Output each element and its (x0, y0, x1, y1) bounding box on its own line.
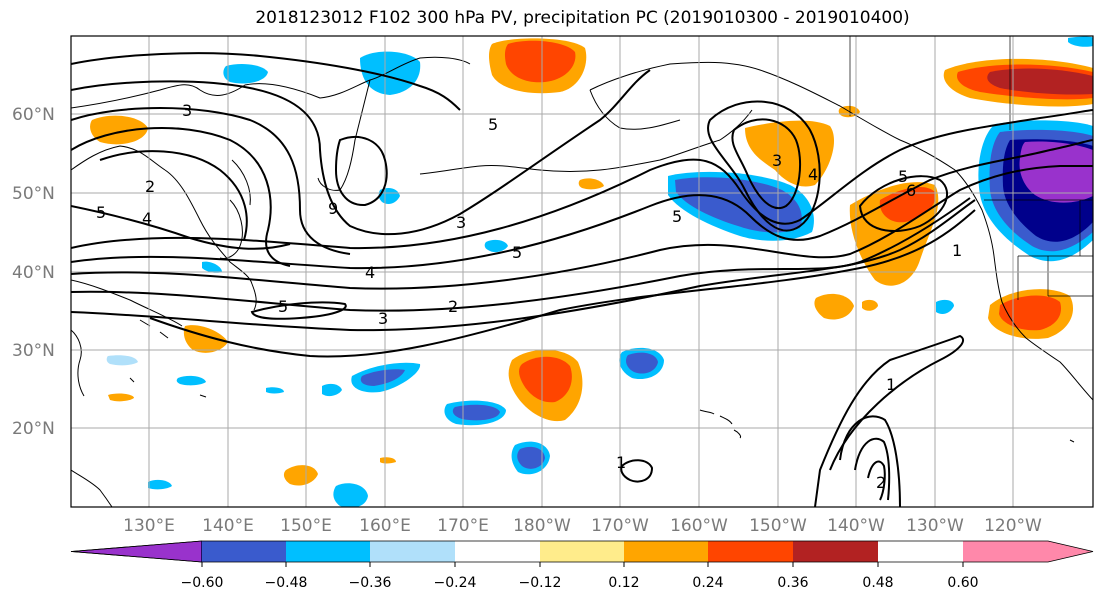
colorbar-tick-label: −0.24 (434, 575, 477, 591)
contour-label: 5 (672, 207, 682, 226)
lon-label: 160°E (359, 516, 411, 536)
colorbar-tick-label: −0.12 (519, 575, 562, 591)
contour-label: 3 (182, 101, 192, 120)
colorbar-cell (202, 541, 286, 562)
map-border (70, 35, 1094, 508)
colorbar-tick-label: −0.48 (265, 575, 308, 591)
colorbar-tick-label: 0.24 (692, 575, 723, 591)
gridlines (71, 36, 1093, 507)
colorbar-tick-label: 0.12 (608, 575, 639, 591)
contour-label: 6 (906, 181, 916, 200)
contour-label: 4 (365, 263, 375, 282)
lat-label: 30°N (12, 341, 55, 361)
pv-contours (71, 52, 1093, 507)
colorbar-tick-label: 0.60 (947, 575, 978, 591)
colorbar-ticks: −0.60 −0.48 −0.36 −0.24 −0.12 0.12 0.24 … (181, 575, 979, 591)
lon-label: 150°W (749, 516, 807, 536)
lon-label: 170°E (437, 516, 489, 536)
coastlines (71, 36, 1093, 507)
contour-label: 4 (142, 209, 152, 228)
lat-label: 40°N (12, 263, 55, 283)
contour-labels: 3 5 2 4 5 9 3 5 4 5 3 2 5 3 4 5 6 1 1 1 … (96, 101, 962, 492)
longitude-labels: 130°E 140°E 150°E 160°E 170°E 180°W 170°… (123, 516, 1042, 536)
contour-label: 4 (808, 165, 818, 184)
contour-label: 5 (278, 297, 288, 316)
colorbar-tick-label: −0.60 (181, 575, 224, 591)
colorbar-tick-label: 0.48 (862, 575, 893, 591)
colorbar (70, 540, 1094, 567)
colorbar-cell (540, 541, 624, 562)
contour-label: 1 (886, 375, 896, 394)
colorbar-cell (624, 541, 708, 562)
colorbar-cell (286, 541, 370, 562)
contour-label: 9 (328, 199, 338, 218)
colorbar-cell (708, 541, 793, 562)
contour-label: 2 (448, 297, 458, 316)
contour-label: 2 (145, 177, 155, 196)
contour-label: 3 (378, 309, 388, 328)
contour-label: 1 (952, 241, 962, 260)
contour-label: 5 (898, 167, 908, 186)
contour-label: 5 (488, 115, 498, 134)
colorbar-tick-label: 0.36 (777, 575, 808, 591)
colorbar-cell (793, 541, 878, 562)
lon-label: 170°W (591, 516, 649, 536)
contour-label: 1 (616, 453, 626, 472)
lon-label: 160°W (670, 516, 728, 536)
contour-label: 3 (456, 213, 466, 232)
colorbar-tick-label: −0.36 (349, 575, 392, 591)
lon-label: 140°E (202, 516, 254, 536)
lon-label: 150°E (280, 516, 332, 536)
lon-label: 140°W (827, 516, 885, 536)
lat-label: 20°N (12, 419, 55, 439)
contour-label: 5 (512, 243, 522, 262)
lon-label: 130°E (123, 516, 175, 536)
lat-label: 60°N (12, 105, 55, 125)
colorbar-extend-max (963, 541, 1093, 562)
colorbar-extend-min (70, 540, 203, 563)
map-title: 2018123012 F102 300 hPa PV, precipitatio… (255, 8, 910, 28)
contour-label: 2 (876, 473, 886, 492)
lon-label: 120°W (984, 516, 1042, 536)
lon-label: 130°W (906, 516, 964, 536)
lon-label: 180°W (513, 516, 571, 536)
colorbar-cell (455, 541, 540, 562)
lat-label: 50°N (12, 184, 55, 204)
contour-label: 5 (96, 203, 106, 222)
contour-label: 3 (772, 151, 782, 170)
latitude-labels: 60°N 50°N 40°N 30°N 20°N (12, 105, 55, 439)
colorbar-cell (370, 541, 455, 562)
